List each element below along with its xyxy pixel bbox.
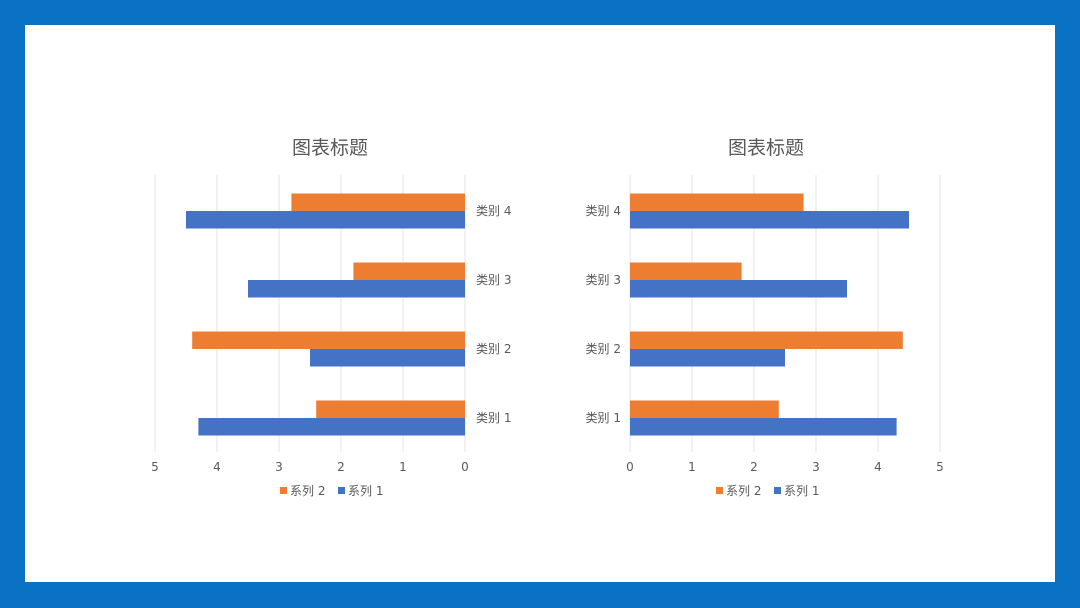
- chart-left: 图表标题 0 1 2 3 4 5 类别 1 类别 2 类别 3 类别 4 系列 2 系列 1: [151, 137, 511, 498]
- bar-series-2: [316, 400, 465, 418]
- bar-series-2: [291, 193, 465, 211]
- category-label: 类别 1: [476, 411, 511, 425]
- bar-series-1: [186, 211, 465, 229]
- bar-series-1: [630, 418, 897, 436]
- slide-canvas: [25, 25, 1055, 582]
- tick-label: 3: [275, 460, 283, 474]
- legend-label: 系列 1: [348, 484, 383, 498]
- tick-label: 0: [626, 460, 634, 474]
- category-label: 类别 3: [476, 273, 511, 287]
- bar-series-1: [310, 349, 465, 367]
- bar-series-1: [248, 280, 465, 298]
- legend-swatch: [338, 487, 345, 494]
- legend-label: 系列 1: [784, 484, 819, 498]
- tick-label: 2: [750, 460, 758, 474]
- legend-swatch: [774, 487, 781, 494]
- bar-series-2: [630, 193, 804, 211]
- bar-series-2: [630, 400, 779, 418]
- tick-label: 3: [812, 460, 820, 474]
- tick-label: 1: [688, 460, 696, 474]
- tick-label: 5: [151, 460, 159, 474]
- category-label: 类别 4: [586, 204, 621, 218]
- category-label: 类别 2: [586, 342, 621, 356]
- chart-right: 图表标题 0 1 2 3 4 5 类别 1 类别 2 类别 3 类别 4 系列 2 系列 1: [586, 137, 944, 498]
- bar-series-1: [630, 349, 785, 367]
- legend-swatch: [280, 487, 287, 494]
- tick-label: 4: [213, 460, 221, 474]
- legend-label: 系列 2: [290, 484, 325, 498]
- bar-series-2: [192, 331, 465, 349]
- legend-label: 系列 2: [726, 484, 761, 498]
- tick-label: 2: [337, 460, 345, 474]
- bar-series-2: [630, 262, 742, 280]
- chart-title: 图表标题: [292, 137, 368, 159]
- bar-series-2: [353, 262, 465, 280]
- chart-title: 图表标题: [728, 137, 804, 159]
- tick-label: 4: [874, 460, 882, 474]
- tick-label: 0: [461, 460, 469, 474]
- tick-label: 1: [399, 460, 407, 474]
- category-label: 类别 3: [586, 273, 621, 287]
- tick-label: 5: [936, 460, 944, 474]
- bar-series-1: [630, 280, 847, 298]
- legend-swatch: [716, 487, 723, 494]
- category-label: 类别 1: [586, 411, 621, 425]
- bar-series-1: [198, 418, 465, 436]
- category-label: 类别 4: [476, 204, 511, 218]
- category-label: 类别 2: [476, 342, 511, 356]
- bar-series-2: [630, 331, 903, 349]
- bar-series-1: [630, 211, 909, 229]
